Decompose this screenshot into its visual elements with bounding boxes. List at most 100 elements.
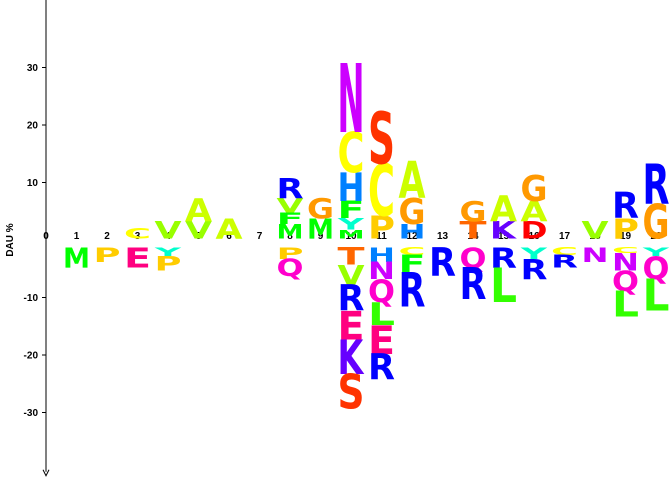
y-axis-title: DAU %	[5, 223, 16, 256]
x-tick-label: 3	[135, 231, 141, 242]
logo-letter-V: V	[582, 217, 609, 245]
logo-letter-R: R	[490, 243, 517, 274]
logo-letter-P: P	[155, 252, 182, 275]
logo-letter-R: R	[551, 251, 578, 272]
x-axis: 0 1 2 3 4 5 6 7 8 9 10 11 12 13 14 15 16 17 18 19 20	[43, 231, 662, 242]
x-tick-label: 16	[528, 231, 540, 242]
logo-letter-S: S	[338, 365, 365, 420]
x-tick-label: 6	[226, 231, 232, 242]
logo-letter-E: E	[368, 318, 395, 364]
logo-letter-T: T	[460, 217, 488, 245]
x-tick-label: 8	[287, 231, 293, 242]
logo-letter-A: A	[185, 192, 212, 229]
x-tick-label: 11	[376, 231, 387, 242]
logo-letter-F: F	[277, 210, 304, 228]
logo-letter-V: V	[155, 217, 182, 245]
logo-letter-Q: Q	[612, 266, 639, 298]
x-tick-label: 7	[257, 231, 263, 242]
logo-letter-K: K	[338, 330, 365, 385]
x-tick-label: 13	[437, 231, 449, 242]
logo-letter-V: V	[338, 260, 366, 292]
logo-letter-A: A	[399, 151, 426, 211]
logo-letter-F: F	[338, 196, 365, 224]
x-tick-label: 19	[620, 231, 632, 242]
x-tick-label: 0	[43, 231, 49, 242]
logo-letter-N: N	[582, 244, 609, 267]
x-tick-label: 9	[318, 231, 324, 242]
logo-letter-P: P	[94, 244, 121, 267]
logo-letter-M: M	[63, 243, 90, 274]
logo-letter-N: N	[368, 257, 395, 285]
logo-letter-Y: Y	[154, 246, 182, 260]
y-axis: -30 -20 -10 10 20 30	[24, 0, 50, 477]
logo-letter-R: R	[368, 348, 395, 389]
logo-letter-R: R	[643, 152, 670, 216]
logo-letter-C: C	[368, 151, 395, 233]
logo-letter-L: L	[368, 296, 395, 333]
logo-letter-Q: Q	[460, 243, 487, 275]
logo-letter-H: H	[338, 166, 365, 211]
logo-letter-E: E	[338, 304, 365, 350]
logo-letter-G: G	[460, 196, 487, 228]
logo-letter-Y: Y	[337, 215, 366, 234]
logo-letter-Q: Q	[277, 254, 304, 282]
logo-letter-C: C	[551, 246, 578, 258]
y-tick-label: -10	[24, 293, 39, 304]
logo-letter-R: R	[521, 255, 548, 286]
logo-letter-K: K	[490, 216, 518, 244]
x-tick-label: 1	[74, 231, 80, 242]
x-tick-label: 4	[165, 231, 171, 242]
logo-letter-C: C	[399, 246, 426, 258]
logo-letter-V: V	[185, 217, 212, 245]
logo-letter-V: V	[277, 194, 304, 217]
logo-letter-A: A	[490, 189, 518, 230]
logo-letter-L: L	[643, 271, 670, 322]
logo-letter-D: D	[521, 217, 548, 244]
logo-letter-M: M	[277, 220, 304, 243]
logo-letter-A: A	[521, 196, 549, 228]
logo-letter-S: S	[368, 99, 395, 182]
logo-letter-R: R	[429, 239, 456, 285]
logo-letter-A: A	[216, 214, 244, 246]
logo-letter-R: R	[338, 279, 365, 320]
logo-letter-Y: Y	[642, 246, 670, 260]
logo-letter-C: C	[338, 123, 365, 187]
logo-letter-C: C	[124, 225, 151, 242]
logo-letter-M: M	[338, 228, 365, 242]
logo-letter-C: C	[612, 246, 639, 255]
logo-letter-Q: Q	[643, 251, 670, 287]
logo-letter-P: P	[368, 210, 395, 247]
logo-letter-Q: Q	[368, 274, 395, 310]
y-tick-label: -20	[24, 351, 39, 362]
x-tick-label: 17	[559, 231, 571, 242]
x-tick-label: 20	[650, 231, 662, 242]
logo-letter-G: G	[521, 169, 548, 210]
logo-letter-N: N	[338, 44, 365, 155]
logo-letter-M: M	[307, 214, 334, 245]
logo-letter-T: T	[338, 243, 366, 271]
logo-letter-G: G	[307, 194, 334, 226]
x-tick-label: 5	[196, 231, 202, 242]
logo-letter-R: R	[612, 186, 639, 227]
logo-letter-L: L	[490, 258, 517, 314]
x-tick-label: 10	[345, 231, 357, 242]
logo-letter-H: H	[399, 221, 426, 244]
y-axis-arrow-down	[42, 469, 50, 477]
logo-letter-E: E	[124, 243, 151, 275]
logo-letter-R: R	[277, 174, 304, 205]
logo-letter-G: G	[643, 194, 670, 250]
x-tick-label: 18	[589, 231, 601, 242]
y-tick-label: 20	[27, 121, 39, 132]
logo-letter-R: R	[460, 260, 487, 311]
logo-letter-F: F	[399, 250, 426, 278]
x-tick-label: 12	[406, 231, 418, 242]
logo-letter-H: H	[368, 244, 395, 267]
logo-letter-R: R	[399, 262, 426, 318]
x-tick-label: 15	[498, 231, 510, 242]
x-tick-label: 14	[467, 231, 479, 242]
logo-letter-P: P	[277, 245, 304, 263]
y-tick-label: 30	[27, 63, 39, 74]
y-tick-label: 10	[27, 178, 39, 189]
